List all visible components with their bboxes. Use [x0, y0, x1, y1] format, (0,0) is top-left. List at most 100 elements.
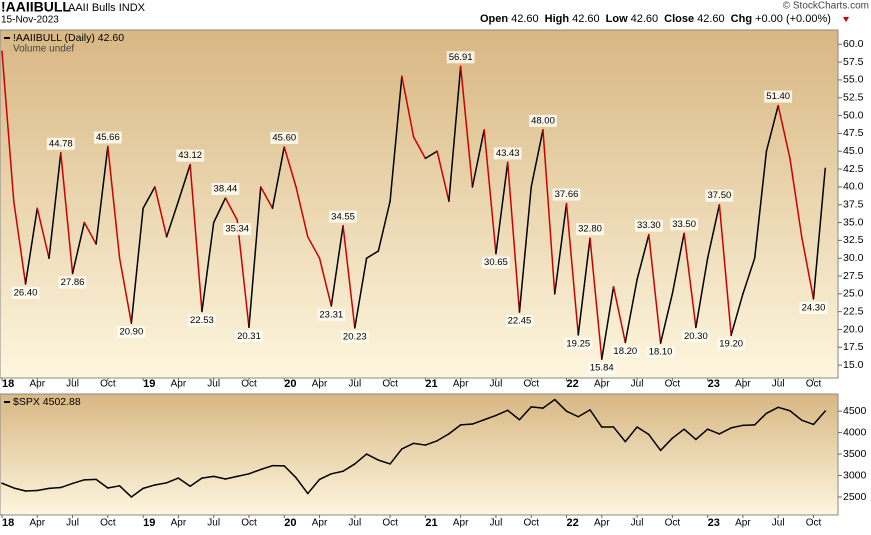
- line-segment: [307, 236, 321, 259]
- line-segment: [483, 414, 497, 421]
- line-segment: [424, 440, 438, 446]
- data-label-box: [93, 131, 122, 144]
- x-tick-label: Oct: [100, 518, 116, 529]
- line-segment: [636, 233, 650, 281]
- data-label-box: [552, 188, 581, 201]
- line-segment: [377, 459, 391, 465]
- note: Volume undef: [13, 44, 74, 55]
- line-segment: [412, 136, 427, 160]
- line-segment: [530, 129, 544, 188]
- line-segment: [201, 221, 215, 313]
- line-segment: [506, 161, 521, 313]
- data-label-box: [493, 147, 522, 160]
- data-label: 32.80: [578, 224, 602, 235]
- y-tick-label: 55.0: [843, 74, 864, 86]
- y-tick-label: 60.0: [843, 38, 864, 50]
- y-tick-label: 27.5: [843, 270, 864, 282]
- x-tick-label: Jul: [631, 518, 644, 529]
- data-label: 56.91: [449, 52, 473, 63]
- line-segment: [671, 232, 685, 295]
- line-segment: [165, 477, 180, 484]
- symbol: !AAIIBULL: [1, 0, 71, 15]
- line-segment: [248, 186, 262, 329]
- quote: Open 42.60 High 42.60 Low 42.60 Close 42.60 Chg +…: [480, 13, 831, 25]
- line-segment: [118, 485, 133, 498]
- line-segment: [83, 221, 97, 245]
- line-segment: [118, 257, 133, 324]
- line-segment: [800, 236, 815, 300]
- x-tick-label: Oct: [523, 518, 539, 529]
- x-tick-label: Jul: [66, 518, 79, 529]
- data-label-box: [482, 256, 510, 269]
- line-segment: [365, 453, 380, 461]
- line-segment: [36, 487, 50, 492]
- data-label: 20.30: [684, 331, 708, 342]
- x-tick-label: Jul: [631, 379, 644, 390]
- x-tick-label: 21: [425, 378, 437, 390]
- data-label-box: [505, 315, 534, 328]
- line-segment: [154, 482, 168, 486]
- x-tick-label: Apr: [453, 518, 469, 529]
- line-segment: [365, 250, 380, 259]
- y-tick-label: 4500: [843, 405, 867, 417]
- line-segment: [212, 197, 227, 224]
- date: 15-Nov-2023: [1, 15, 59, 26]
- line-segment: [789, 409, 803, 421]
- line-segment: [212, 475, 227, 480]
- line-segment: [471, 129, 485, 188]
- line-segment: [201, 475, 215, 479]
- data-label: 45.66: [96, 132, 120, 143]
- data-label: 37.50: [708, 190, 732, 201]
- x-tick-label: Oct: [523, 379, 539, 390]
- x-tick-label: Oct: [806, 518, 822, 529]
- line-segment: [683, 428, 697, 441]
- line-segment: [542, 129, 556, 295]
- data-label: 35.34: [225, 224, 249, 235]
- line-segment: [718, 427, 732, 435]
- line-segment: [189, 477, 203, 488]
- data-label-box: [176, 149, 205, 162]
- y-tick-label: 47.5: [843, 127, 864, 139]
- line-segment: [189, 163, 203, 313]
- line-segment: [577, 237, 591, 336]
- line-segment: [624, 278, 638, 344]
- line-segment: [553, 398, 568, 412]
- line-segment: [471, 418, 485, 425]
- data-label-box: [799, 301, 828, 314]
- y-tick-label: 32.5: [843, 234, 864, 246]
- x-tick-label: Oct: [100, 379, 116, 390]
- quote-value: 42.60: [572, 13, 600, 25]
- data-label-box: [46, 137, 75, 150]
- data-label-box: [587, 362, 616, 375]
- line-segment: [659, 293, 674, 344]
- data-label-box: [634, 219, 663, 232]
- y-tick-label: 25.0: [843, 288, 864, 300]
- data-label-box: [188, 314, 216, 327]
- line-segment: [330, 225, 344, 307]
- line-segment: [612, 285, 627, 344]
- data-label: 22.45: [508, 316, 532, 327]
- data-label: 33.50: [672, 219, 696, 230]
- line-segment: [95, 145, 109, 245]
- data-label-box: [317, 308, 346, 321]
- data-label-box: [340, 330, 369, 343]
- x-tick-label: Jul: [772, 379, 785, 390]
- x-tick-label: Apr: [453, 379, 469, 390]
- line-segment: [518, 406, 532, 421]
- data-label: 22.53: [190, 315, 214, 326]
- line-segment: [518, 186, 532, 313]
- data-label: 20.23: [343, 331, 367, 342]
- line-segment: [777, 406, 791, 412]
- x-tick-label: 18: [2, 378, 14, 390]
- line-segment: [601, 285, 615, 360]
- data-label-box: [446, 51, 475, 64]
- line-segment: [530, 406, 544, 409]
- data-label: 18.10: [649, 347, 673, 358]
- line-segment: [542, 398, 556, 409]
- line-segment: [459, 423, 474, 426]
- x-tick-label: Jul: [348, 518, 361, 529]
- data-label: 37.66: [555, 189, 579, 200]
- plots: 15.0 17.5 20.0 22.5 25.0 27.5 30.0 32.5 35.0 37.5…: [1, 32, 867, 529]
- line-segment: [330, 470, 344, 475]
- description: AAII Bulls INDX: [68, 2, 146, 14]
